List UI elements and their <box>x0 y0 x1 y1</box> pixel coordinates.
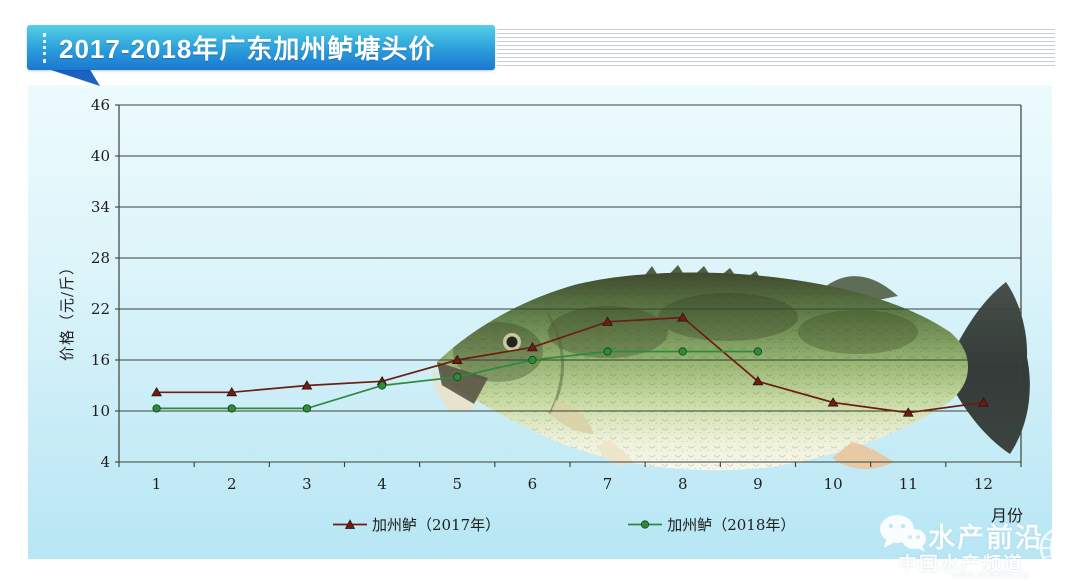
legend-label: 加州鲈（2018年） <box>667 516 796 534</box>
legend-marker-icon <box>333 519 367 529</box>
watermark: 水产前沿 中国水产频道 www.fishfirst.cn <box>876 512 1080 582</box>
y-axis-title: 价格（元/斤） <box>58 258 76 362</box>
bass-fish-image <box>432 265 1030 471</box>
watermark-brand: 水产前沿 <box>928 523 1044 553</box>
fish-eye <box>506 336 518 348</box>
header-pinstripes <box>497 29 1055 67</box>
fish-soft-dorsal-fin <box>826 276 898 304</box>
legend-marker-icon <box>628 520 663 529</box>
banner-dotted-divider <box>43 32 46 63</box>
watermark-url: www.fishfirst.cn <box>952 570 1031 580</box>
legend-item-2018: 加州鲈（2018年） <box>628 514 795 535</box>
fish-pelvic-fin <box>596 440 634 465</box>
globe-icon <box>1039 527 1080 569</box>
x-axis-title: 月份 <box>991 506 1024 525</box>
watermark-subtitle: 中国水产频道 <box>898 554 1025 575</box>
chart-legend: 加州鲈（2017年） 加州鲈（2018年） <box>333 514 795 535</box>
legend-item-2017: 加州鲈（2017年） <box>333 514 500 535</box>
page-title: 2017-2018年广东加州鲈塘头价 <box>59 34 436 64</box>
banner-tail-pointer <box>48 69 100 86</box>
legend-label: 加州鲈（2017年） <box>372 516 501 534</box>
title-banner: 2017-2018年广东加州鲈塘头价 <box>27 25 495 70</box>
wechat-icon <box>880 515 926 552</box>
